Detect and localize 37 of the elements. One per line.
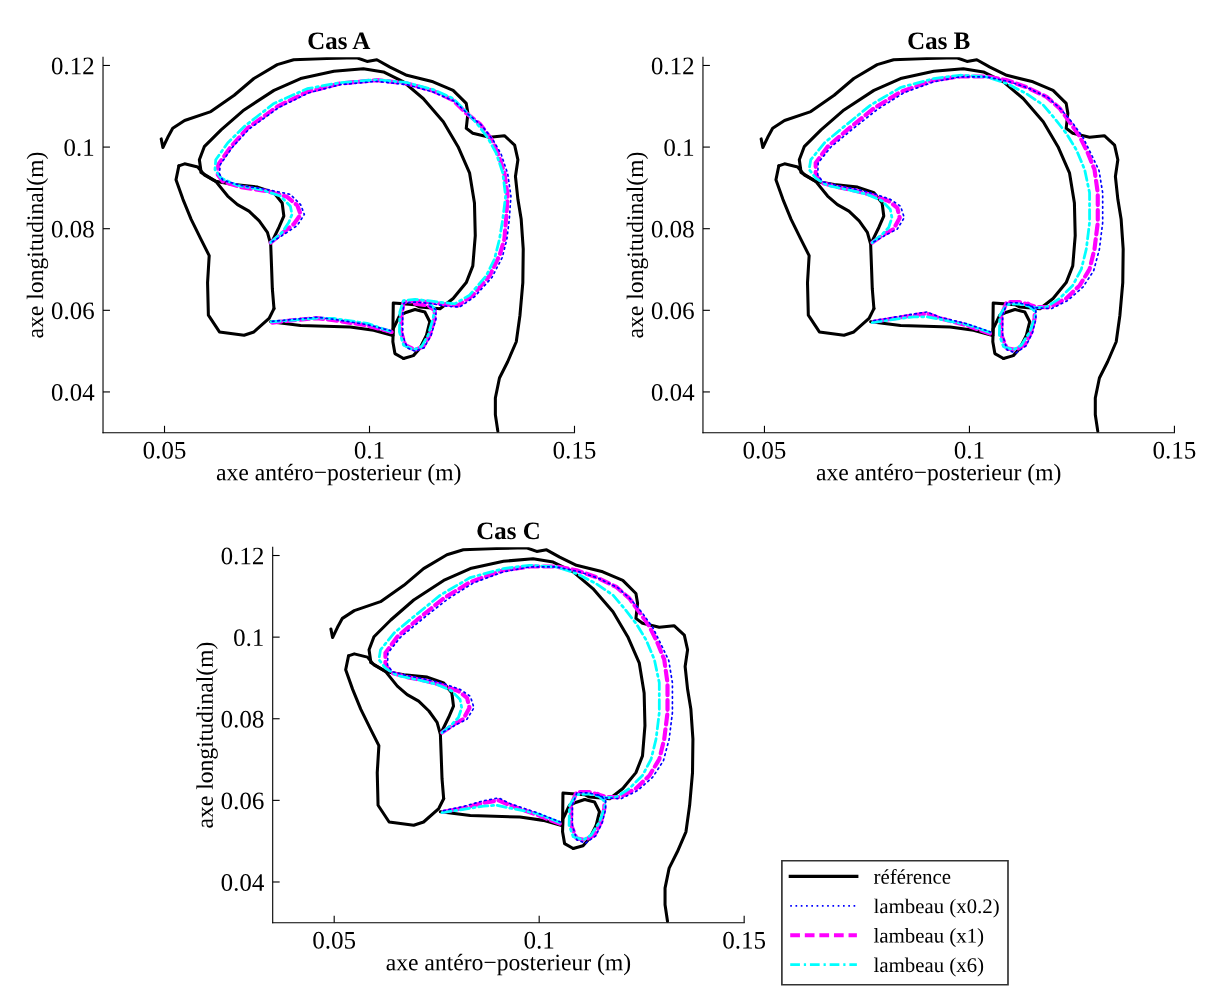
legend-label: lambeau (x6) — [873, 957, 984, 977]
y-axis-title: axe longitudinal(m) — [626, 152, 649, 338]
y-tick-label: 0.04 — [51, 383, 95, 401]
y-tick-label: 0.12 — [651, 57, 694, 75]
x-tick-label: 0.15 — [723, 931, 766, 949]
y-axis-title: axe longitudinal(m) — [26, 152, 49, 338]
chart-title: Cas A — [308, 32, 371, 50]
x-axis-title: axe antéro−posterieur (m) — [386, 953, 631, 976]
legend-label: référence — [873, 868, 951, 884]
y-tick-label: 0.06 — [651, 302, 694, 320]
x-tick-label: 0.05 — [313, 931, 356, 949]
x-tick-label: 0.15 — [553, 441, 596, 459]
x-tick-label: 0.05 — [143, 441, 186, 459]
y-tick-label: 0.12 — [51, 57, 94, 75]
y-tick-label: 0.06 — [51, 302, 94, 320]
x-tick-label: 0.1 — [954, 441, 984, 459]
x-tick-label: 0.1 — [354, 441, 384, 459]
y-tick-label: 0.04 — [651, 383, 695, 401]
y-tick-label: 0.12 — [221, 547, 263, 565]
chart-title: Cas B — [908, 32, 970, 50]
legend-label: lambeau (x1) — [873, 928, 984, 947]
y-tick-label: 0.1 — [64, 139, 94, 157]
y-tick-label: 0.1 — [234, 629, 263, 647]
y-tick-label: 0.08 — [51, 220, 94, 238]
y-tick-label: 0.08 — [221, 710, 264, 728]
x-tick-label: 0.1 — [524, 931, 554, 949]
y-tick-label: 0.08 — [651, 220, 694, 238]
x-axis-title: axe antéro−posterieur (m) — [216, 463, 461, 486]
y-tick-label: 0.1 — [664, 139, 694, 157]
legend-label: lambeau (x0.2) — [873, 898, 999, 918]
y-axis-title: axe longitudinal(m) — [196, 642, 218, 828]
x-tick-label: 0.05 — [743, 441, 786, 459]
x-tick-label: 0.15 — [1153, 441, 1196, 459]
chart-title: Cas C — [477, 522, 539, 540]
y-tick-label: 0.04 — [221, 874, 264, 892]
x-axis-title: axe antéro−posterieur (m) — [816, 463, 1061, 486]
y-tick-label: 0.06 — [221, 792, 264, 810]
